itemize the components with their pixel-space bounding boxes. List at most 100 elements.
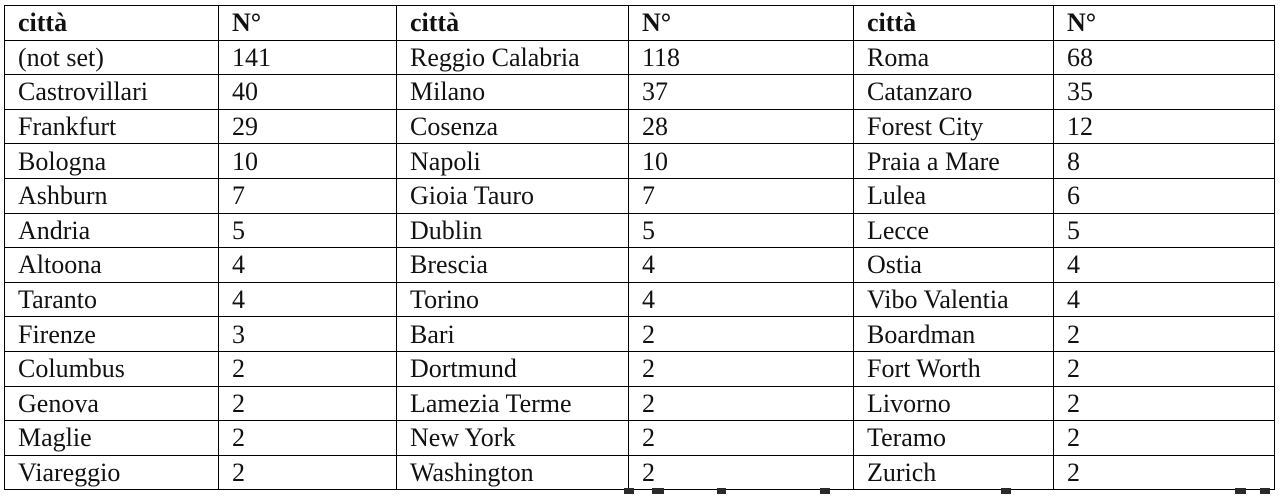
cell-city-3: Catanzaro [853,74,1054,110]
cell-count-1: 4 [218,281,397,318]
cell-city-2: Milano [396,74,629,110]
cell-city-3: Zurich [853,454,1054,491]
table-row: Andria 5 Dublin 5 Lecce 5 [4,212,1275,249]
cell-count-1: 141 [218,39,397,76]
cell-count-2: 10 [628,143,854,179]
cell-city-2: Brescia [396,247,629,283]
cell-count-2: 118 [628,39,854,76]
cell-city-1: Columbus [4,350,219,387]
cities-table: città N° città N° città N° (not set) 141 R… [4,5,1275,491]
cell-city-2: Torino [396,281,629,318]
cell-count-2: 4 [628,281,854,318]
cell-count-3: 2 [1053,420,1275,456]
cell-city-2: Lamezia Terme [396,385,629,422]
cell-count-2: 28 [628,108,854,145]
table-row: Firenze 3 Bari 2 Boardman 2 [4,316,1275,352]
cell-count-1: 7 [218,177,397,214]
cell-count-1: 5 [218,212,397,249]
cell-count-3: 68 [1053,39,1275,76]
cell-city-3: Boardman [853,316,1054,352]
cell-count-3: 12 [1053,108,1275,145]
cell-city-1: Viareggio [4,454,219,491]
cell-count-3: 2 [1053,316,1275,352]
cell-city-3: Teramo [853,420,1054,456]
cell-city-1: Maglie [4,420,219,456]
cell-count-3: 2 [1053,385,1275,422]
cell-count-2: 4 [628,247,854,283]
cell-city-1: Frankfurt [4,108,219,145]
column-header-count-3: N° [1053,5,1275,41]
cell-count-1: 29 [218,108,397,145]
table-row: Columbus 2 Dortmund 2 Fort Worth 2 [4,350,1275,387]
cell-city-2: Bari [396,316,629,352]
table-row: Maglie 2 New York 2 Teramo 2 [4,420,1275,456]
table-row: Altoona 4 Brescia 4 Ostia 4 [4,247,1275,283]
cell-count-3: 4 [1053,247,1275,283]
cell-city-3: Vibo Valentia [853,281,1054,318]
cell-count-3: 2 [1053,454,1275,491]
table-row: (not set) 141 Reggio Calabria 118 Roma 68 [4,39,1275,76]
cell-count-1: 2 [218,385,397,422]
column-header-count-1: N° [218,5,397,41]
table-row: Taranto 4 Torino 4 Vibo Valentia 4 [4,281,1275,318]
cell-city-1: Altoona [4,247,219,283]
table-row: Castrovillari 40 Milano 37 Catanzaro 35 [4,74,1275,110]
cell-city-3: Praia a Mare [853,143,1054,179]
cell-city-2: Reggio Calabria [396,39,629,76]
cell-city-2: Cosenza [396,108,629,145]
cell-city-2: Napoli [396,143,629,179]
cell-count-1: 40 [218,74,397,110]
cell-city-3: Lecce [853,212,1054,249]
table-header-row: città N° città N° città N° [4,5,1275,41]
cell-count-1: 2 [218,350,397,387]
cell-count-3: 35 [1053,74,1275,110]
cell-city-2: Dublin [396,212,629,249]
cell-count-2: 2 [628,420,854,456]
cell-count-2: 5 [628,212,854,249]
column-header-city-2: città [396,5,629,41]
cell-city-3: Fort Worth [853,350,1054,387]
cropped-text-line [0,488,1280,499]
cell-count-1: 10 [218,143,397,179]
cell-count-2: 2 [628,316,854,352]
cell-count-3: 5 [1053,212,1275,249]
cell-count-2: 2 [628,385,854,422]
cell-city-1: (not set) [4,39,219,76]
cell-count-3: 6 [1053,177,1275,214]
cell-city-3: Roma [853,39,1054,76]
cell-count-1: 2 [218,454,397,491]
table-row: Bologna 10 Napoli 10 Praia a Mare 8 [4,143,1275,179]
cell-count-1: 4 [218,247,397,283]
cell-count-2: 2 [628,350,854,387]
column-header-count-2: N° [628,5,854,41]
table-row: Viareggio 2 Washington 2 Zurich 2 [4,454,1275,491]
cell-city-2: Washington [396,454,629,491]
cell-count-2: 2 [628,454,854,491]
cell-city-3: Forest City [853,108,1054,145]
column-header-city-3: città [853,5,1054,41]
cell-count-3: 8 [1053,143,1275,179]
cell-city-1: Castrovillari [4,74,219,110]
cell-city-1: Genova [4,385,219,422]
column-header-city-1: città [4,5,219,41]
cell-city-3: Ostia [853,247,1054,283]
cell-city-1: Bologna [4,143,219,179]
table-row: Ashburn 7 Gioia Tauro 7 Lulea 6 [4,177,1275,214]
cell-count-1: 3 [218,316,397,352]
cell-city-2: New York [396,420,629,456]
cell-city-3: Lulea [853,177,1054,214]
cell-count-2: 37 [628,74,854,110]
cell-city-1: Ashburn [4,177,219,214]
cell-city-1: Firenze [4,316,219,352]
cell-city-2: Dortmund [396,350,629,387]
table-body: (not set) 141 Reggio Calabria 118 Roma 68 Cast… [4,39,1275,491]
cell-city-3: Livorno [853,385,1054,422]
cell-count-3: 4 [1053,281,1275,318]
cell-city-1: Taranto [4,281,219,318]
cell-count-3: 2 [1053,350,1275,387]
cell-city-1: Andria [4,212,219,249]
table-row: Genova 2 Lamezia Terme 2 Livorno 2 [4,385,1275,422]
cell-count-2: 7 [628,177,854,214]
table-row: Frankfurt 29 Cosenza 28 Forest City 12 [4,108,1275,145]
cell-city-2: Gioia Tauro [396,177,629,214]
